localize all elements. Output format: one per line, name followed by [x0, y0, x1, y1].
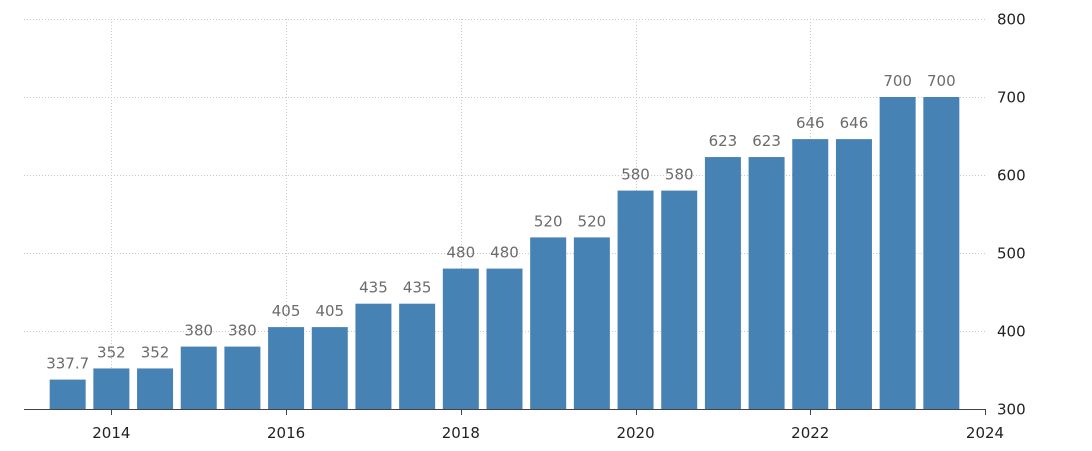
bar [835, 139, 872, 409]
bar [617, 190, 654, 409]
bar [311, 327, 348, 409]
x-tick-label: 2022 [791, 424, 829, 442]
bar [399, 303, 436, 409]
data-labels: 337.7 352 352 380 380 405 405 435 435 480 480 520 52… [46, 72, 955, 373]
bar-value-label: 580 [621, 166, 650, 184]
bar-value-label: 480 [446, 244, 475, 262]
bar-value-label: 352 [97, 343, 126, 361]
y-tick-label: 700 [997, 89, 1026, 107]
bar-value-label: 405 [315, 302, 344, 320]
bar-value-label: 380 [184, 322, 213, 340]
y-tick-label: 800 [997, 11, 1026, 29]
bar-value-label: 435 [403, 279, 432, 297]
bar [180, 346, 217, 409]
bar-value-label: 623 [709, 132, 738, 150]
bar [748, 157, 785, 409]
bar [879, 97, 916, 409]
bar-value-label: 352 [141, 343, 170, 361]
bar-value-label: 380 [228, 322, 257, 340]
x-tick-label: 2020 [616, 424, 654, 442]
bar [224, 346, 261, 409]
bar-value-label: 337.7 [46, 355, 89, 373]
bar-value-label: 520 [534, 212, 563, 230]
bar [93, 368, 130, 409]
x-tick-label: 2014 [92, 424, 130, 442]
bar-value-label: 623 [752, 132, 781, 150]
y-tick-label: 600 [997, 167, 1026, 185]
x-tick-label: 2024 [966, 424, 1004, 442]
bar [355, 303, 392, 409]
bar-value-label: 700 [927, 72, 956, 90]
x-tick-label: 2018 [442, 424, 480, 442]
bar [268, 327, 305, 409]
bar [49, 379, 86, 409]
bar [137, 368, 174, 409]
axes: 300 400 500 600 700 800 2014 2016 2018 2020 2022 20… [24, 11, 1026, 442]
bar [792, 139, 829, 409]
y-tick-label: 400 [997, 323, 1026, 341]
bar-value-label: 646 [796, 114, 825, 132]
bars [49, 97, 960, 409]
bar [486, 268, 523, 409]
bar [442, 268, 479, 409]
bar-value-label: 405 [272, 302, 301, 320]
x-tick-label: 2016 [267, 424, 305, 442]
bar [661, 190, 698, 409]
bar [530, 237, 567, 409]
bar [923, 97, 960, 409]
bar-value-label: 700 [883, 72, 912, 90]
bar-value-label: 580 [665, 166, 694, 184]
y-tick-label: 300 [997, 401, 1026, 419]
y-tick-label: 500 [997, 245, 1026, 263]
bar [704, 157, 741, 409]
bar-value-label: 520 [578, 212, 607, 230]
bar-value-label: 480 [490, 244, 519, 262]
bar [573, 237, 610, 409]
bar-value-label: 435 [359, 279, 388, 297]
bar-value-label: 646 [840, 114, 869, 132]
